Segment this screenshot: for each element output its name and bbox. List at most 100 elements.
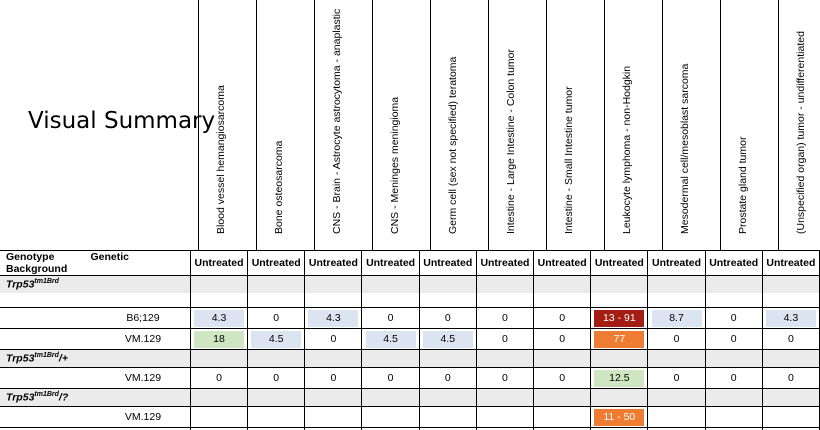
- incidence-cell: 4.5: [365, 330, 416, 348]
- column-header: CNS - Brain - Astrocyte astrocytoma - an…: [314, 0, 372, 246]
- genetic-background-header: Genetic Background: [6, 251, 129, 275]
- incidence-cell: 0: [387, 371, 394, 384]
- incidence-cell: [766, 409, 816, 426]
- incidence-cell: [251, 409, 301, 426]
- incidence-cell: 0: [730, 371, 737, 384]
- column-header: Leukocyte lymphoma - non-Hodgkin: [604, 0, 662, 246]
- incidence-cell: 11 - 50: [594, 408, 645, 426]
- genotype-label: Trp53tm1Brd/?: [0, 388, 191, 407]
- genetic-background-value: B6;129: [0, 307, 191, 329]
- incidence-cell: 0: [559, 332, 566, 345]
- column-divider: [198, 0, 199, 250]
- column-header: Bone osteosarcoma: [256, 0, 314, 246]
- treatment-header: Untreated: [247, 250, 306, 276]
- column-header-label: (Unspecified organ) tumor - undifferenti…: [795, 31, 807, 234]
- table-row: VM.129 18 4.5 0 4.5 4.5 0 0 77 0 0 0: [0, 328, 820, 350]
- incidence-cell: [366, 409, 416, 426]
- table-row: B6;129 4.3 0 4.3 0 0 0 0 13 - 91 8.7 0 4.3: [0, 307, 820, 329]
- column-header-label: Prostate gland tumor: [737, 136, 749, 234]
- incidence-cell: [423, 409, 473, 426]
- column-divider: [372, 0, 373, 250]
- column-header-label: Intestine - Small Intestine tumor: [563, 86, 575, 234]
- treatment-header: Untreated: [590, 250, 649, 276]
- incidence-cell: 4.5: [251, 330, 302, 348]
- column-header-label: Intestine - Large Intestine - Colon tumo…: [505, 48, 517, 234]
- treatment-header: Untreated: [361, 250, 420, 276]
- column-header: Blood vessel hemangiosarcoma: [198, 0, 256, 246]
- column-header: Intestine - Small Intestine tumor: [546, 0, 604, 246]
- column-header: Prostate gland tumor: [720, 0, 778, 246]
- genetic-background-value: VM.129: [0, 406, 191, 428]
- column-header-label: Leukocyte lymphoma - non-Hodgkin: [621, 65, 633, 234]
- column-header-label: Blood vessel hemangiosarcoma: [215, 85, 227, 234]
- genetic-background-value: VM.129: [0, 367, 191, 389]
- column-header-label: Mesodermal cell/mesoblast sarcoma: [679, 63, 691, 234]
- incidence-cell: 8.7: [651, 309, 702, 327]
- genotype-group-row: Trp53tm1Brd/?: [0, 388, 820, 407]
- treatment-header: Untreated: [304, 250, 363, 276]
- table-row: VM.129 0 0 0 0 0 0 0 12.5 0 0 0: [0, 367, 820, 389]
- incidence-cell: 0: [387, 311, 394, 324]
- column-header: Intestine - Large Intestine - Colon tumo…: [488, 0, 546, 246]
- column-header-label: Bone osteosarcoma: [273, 140, 285, 234]
- incidence-cell: 0: [730, 332, 737, 345]
- column-divider: [604, 0, 605, 250]
- incidence-cell: [308, 409, 358, 426]
- column-divider: [546, 0, 547, 250]
- treatment-header: Untreated: [418, 250, 477, 276]
- column-header: Mesodermal cell/mesoblast sarcoma: [662, 0, 720, 246]
- incidence-cell: 18: [194, 330, 245, 348]
- genotype-label: Trp53tm1Brd/+: [0, 349, 191, 368]
- incidence-cell: 0: [502, 311, 508, 324]
- treatment-header: Untreated: [189, 250, 249, 276]
- incidence-cell: 0: [502, 332, 508, 345]
- column-divider: [662, 0, 663, 250]
- incidence-cell: 0: [216, 371, 222, 384]
- incidence-cell: [709, 409, 759, 426]
- incidence-cell: 0: [730, 311, 737, 324]
- treatment-header: Untreated: [761, 250, 820, 276]
- incidence-cell: [194, 409, 244, 426]
- genotype-header: Genotype: [6, 251, 55, 263]
- column-header-label: Germ cell (sex not specified) teratoma: [447, 56, 459, 234]
- column-header: CNS - Meninges meningioma: [372, 0, 430, 246]
- column-header: (Unspecified organ) tumor - undifferenti…: [778, 0, 820, 246]
- incidence-cell: 4.5: [422, 330, 473, 348]
- summary-table: Genotype Genetic Background Untreated Untre…: [0, 250, 820, 430]
- incidence-cell: 0: [330, 371, 337, 384]
- incidence-cell: 0: [273, 371, 280, 384]
- column-divider: [256, 0, 257, 250]
- incidence-cell: 0: [273, 311, 280, 324]
- column-divider: [488, 0, 489, 250]
- incidence-cell: 4.3: [194, 309, 245, 327]
- column-divider: [430, 0, 431, 250]
- column-header: Germ cell (sex not specified) teratoma: [430, 0, 488, 246]
- table-row: VM.129 11 - 50: [0, 406, 820, 428]
- table-header-row: Genotype Genetic Background Untreated Untre…: [0, 250, 820, 276]
- genotype-group-row: Trp53tm1Brd: [0, 275, 820, 293]
- incidence-cell: 0: [444, 311, 451, 324]
- incidence-cell: 13 - 91: [594, 309, 645, 327]
- incidence-cell: 4.3: [308, 309, 359, 327]
- incidence-cell: 0: [673, 371, 680, 384]
- incidence-cell: 0: [502, 371, 508, 384]
- incidence-cell: 12.5: [594, 369, 645, 387]
- treatment-header: Untreated: [647, 250, 706, 276]
- incidence-cell: [652, 409, 702, 426]
- genotype-label: Trp53tm1Brd: [0, 275, 191, 293]
- incidence-cell: 77: [594, 330, 645, 348]
- incidence-cell: 0: [559, 311, 566, 324]
- incidence-cell: 0: [787, 332, 794, 345]
- treatment-header: Untreated: [533, 250, 592, 276]
- column-divider: [778, 0, 779, 250]
- page-title: Visual Summary: [28, 108, 216, 134]
- incidence-cell: [537, 409, 587, 426]
- incidence-cell: 0: [787, 371, 794, 384]
- genotype-group-row: Trp53tm1Brd/+: [0, 349, 820, 368]
- incidence-cell: [480, 409, 530, 426]
- treatment-header: Untreated: [704, 250, 763, 276]
- column-divider: [314, 0, 315, 250]
- column-header-label: CNS - Brain - Astrocyte astrocytoma - an…: [331, 8, 343, 234]
- incidence-cell: 0: [444, 371, 451, 384]
